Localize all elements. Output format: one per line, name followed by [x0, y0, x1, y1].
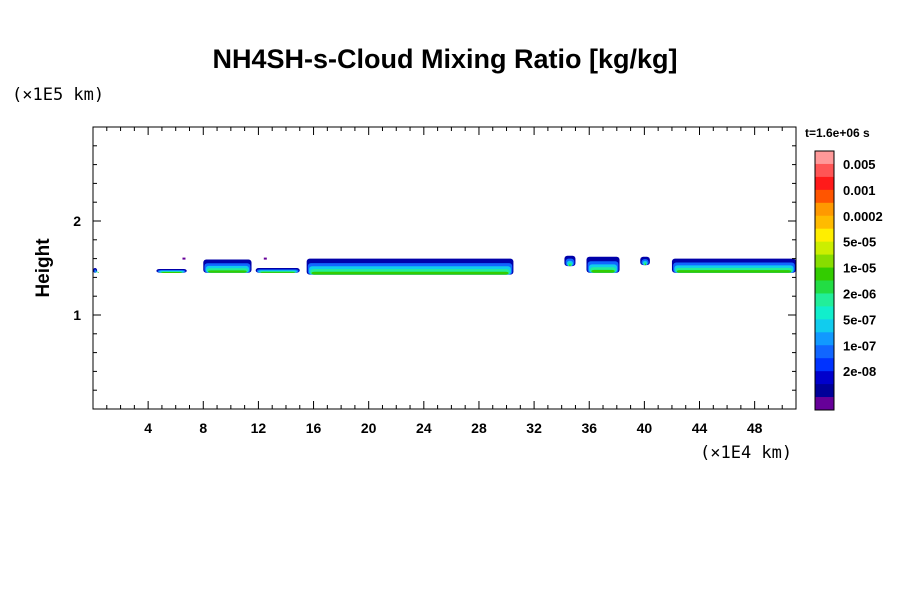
colorbar-cell — [815, 228, 834, 243]
colorbar-cell — [815, 306, 834, 320]
plot-frame — [92, 126, 797, 410]
colorbar-label: 0.0002 — [843, 209, 883, 224]
y-tick-label: 2 — [73, 213, 81, 229]
chart-title: NH4SH-s-Cloud Mixing Ratio [kg/kg] — [212, 44, 678, 74]
cloud-segment — [671, 258, 796, 273]
cloud-layer — [569, 264, 571, 267]
colorbar-label: 1e-05 — [843, 261, 876, 276]
colorbar-frame — [814, 150, 835, 411]
cloud-segment — [156, 268, 187, 274]
cloud-layer — [676, 270, 792, 273]
cloud-layer — [260, 271, 295, 273]
colorbar-cell — [815, 189, 834, 204]
x-tick-label: 24 — [416, 420, 432, 436]
cloud-layer — [311, 271, 509, 275]
cloud-speck — [263, 257, 267, 260]
colorbar-cell — [815, 332, 834, 346]
cloud-segment — [586, 256, 620, 273]
y-axis-multiplier: (×1E5 km) — [12, 85, 105, 105]
x-tick-label: 16 — [306, 420, 322, 436]
x-tick-label: 28 — [471, 420, 487, 436]
colorbar-cell — [815, 267, 834, 281]
cloud-segment — [93, 268, 99, 273]
colorbar-cell — [815, 319, 834, 333]
colorbar-label: 5e-07 — [843, 312, 876, 327]
x-tick-label: 48 — [747, 420, 763, 436]
colorbar-cell — [815, 215, 834, 230]
x-axis-multiplier: (×1E4 km) — [700, 443, 793, 463]
cloud-segment — [564, 255, 576, 267]
cloud-segment — [203, 259, 252, 273]
cloud-layer — [591, 269, 615, 273]
x-tick-label: 12 — [251, 420, 267, 436]
colorbar-label: 2e-08 — [843, 364, 876, 379]
cloud-layer — [95, 270, 97, 273]
colorbar-label: 0.005 — [843, 157, 876, 172]
cloud-layer — [97, 271, 99, 273]
colorbar-cell — [815, 280, 834, 294]
x-tick-label: 32 — [526, 420, 542, 436]
cloud-layer — [96, 271, 98, 273]
cloud-segment — [255, 268, 300, 273]
colorbar-cell — [815, 163, 834, 178]
y-tick-label: 1 — [73, 307, 81, 323]
x-tick-label: 36 — [581, 420, 597, 436]
cloud-speck — [182, 257, 186, 260]
colorbar-label: 1e-07 — [843, 338, 876, 353]
colorbar-cell — [815, 397, 834, 411]
cloud-layer — [645, 263, 647, 266]
time-label: t=1.6e+06 s — [805, 126, 870, 140]
colorbar-cell — [815, 241, 834, 255]
colorbar-cell — [815, 202, 834, 217]
cloud-segment — [306, 258, 514, 275]
colorbar-cell — [815, 358, 834, 372]
x-tick-label: 20 — [361, 420, 377, 436]
colorbar-cell — [815, 176, 834, 191]
x-tick-label: 44 — [692, 420, 708, 436]
y-axis-label: Height — [33, 238, 54, 298]
x-tick-label: 8 — [199, 420, 207, 436]
cloud-layer — [161, 272, 182, 274]
colorbar-cell — [815, 151, 834, 165]
colorbar-label: 2e-06 — [843, 286, 876, 301]
cloud-segment — [640, 256, 650, 266]
colorbar-cell — [815, 384, 834, 398]
colorbar-label: 0.001 — [843, 183, 876, 198]
x-tick-label: 40 — [637, 420, 653, 436]
colorbar-cell — [815, 293, 834, 307]
colorbar-cell — [815, 345, 834, 359]
x-tick-label: 4 — [144, 420, 152, 436]
cloud-layer — [208, 270, 247, 273]
colorbar-label: 5e-05 — [843, 235, 876, 250]
colorbar-cell — [815, 254, 834, 268]
colorbar-cell — [815, 371, 834, 385]
